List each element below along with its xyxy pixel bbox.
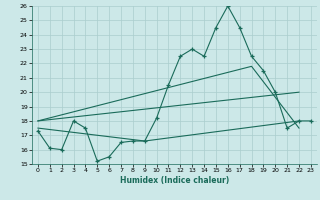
X-axis label: Humidex (Indice chaleur): Humidex (Indice chaleur) — [120, 176, 229, 185]
